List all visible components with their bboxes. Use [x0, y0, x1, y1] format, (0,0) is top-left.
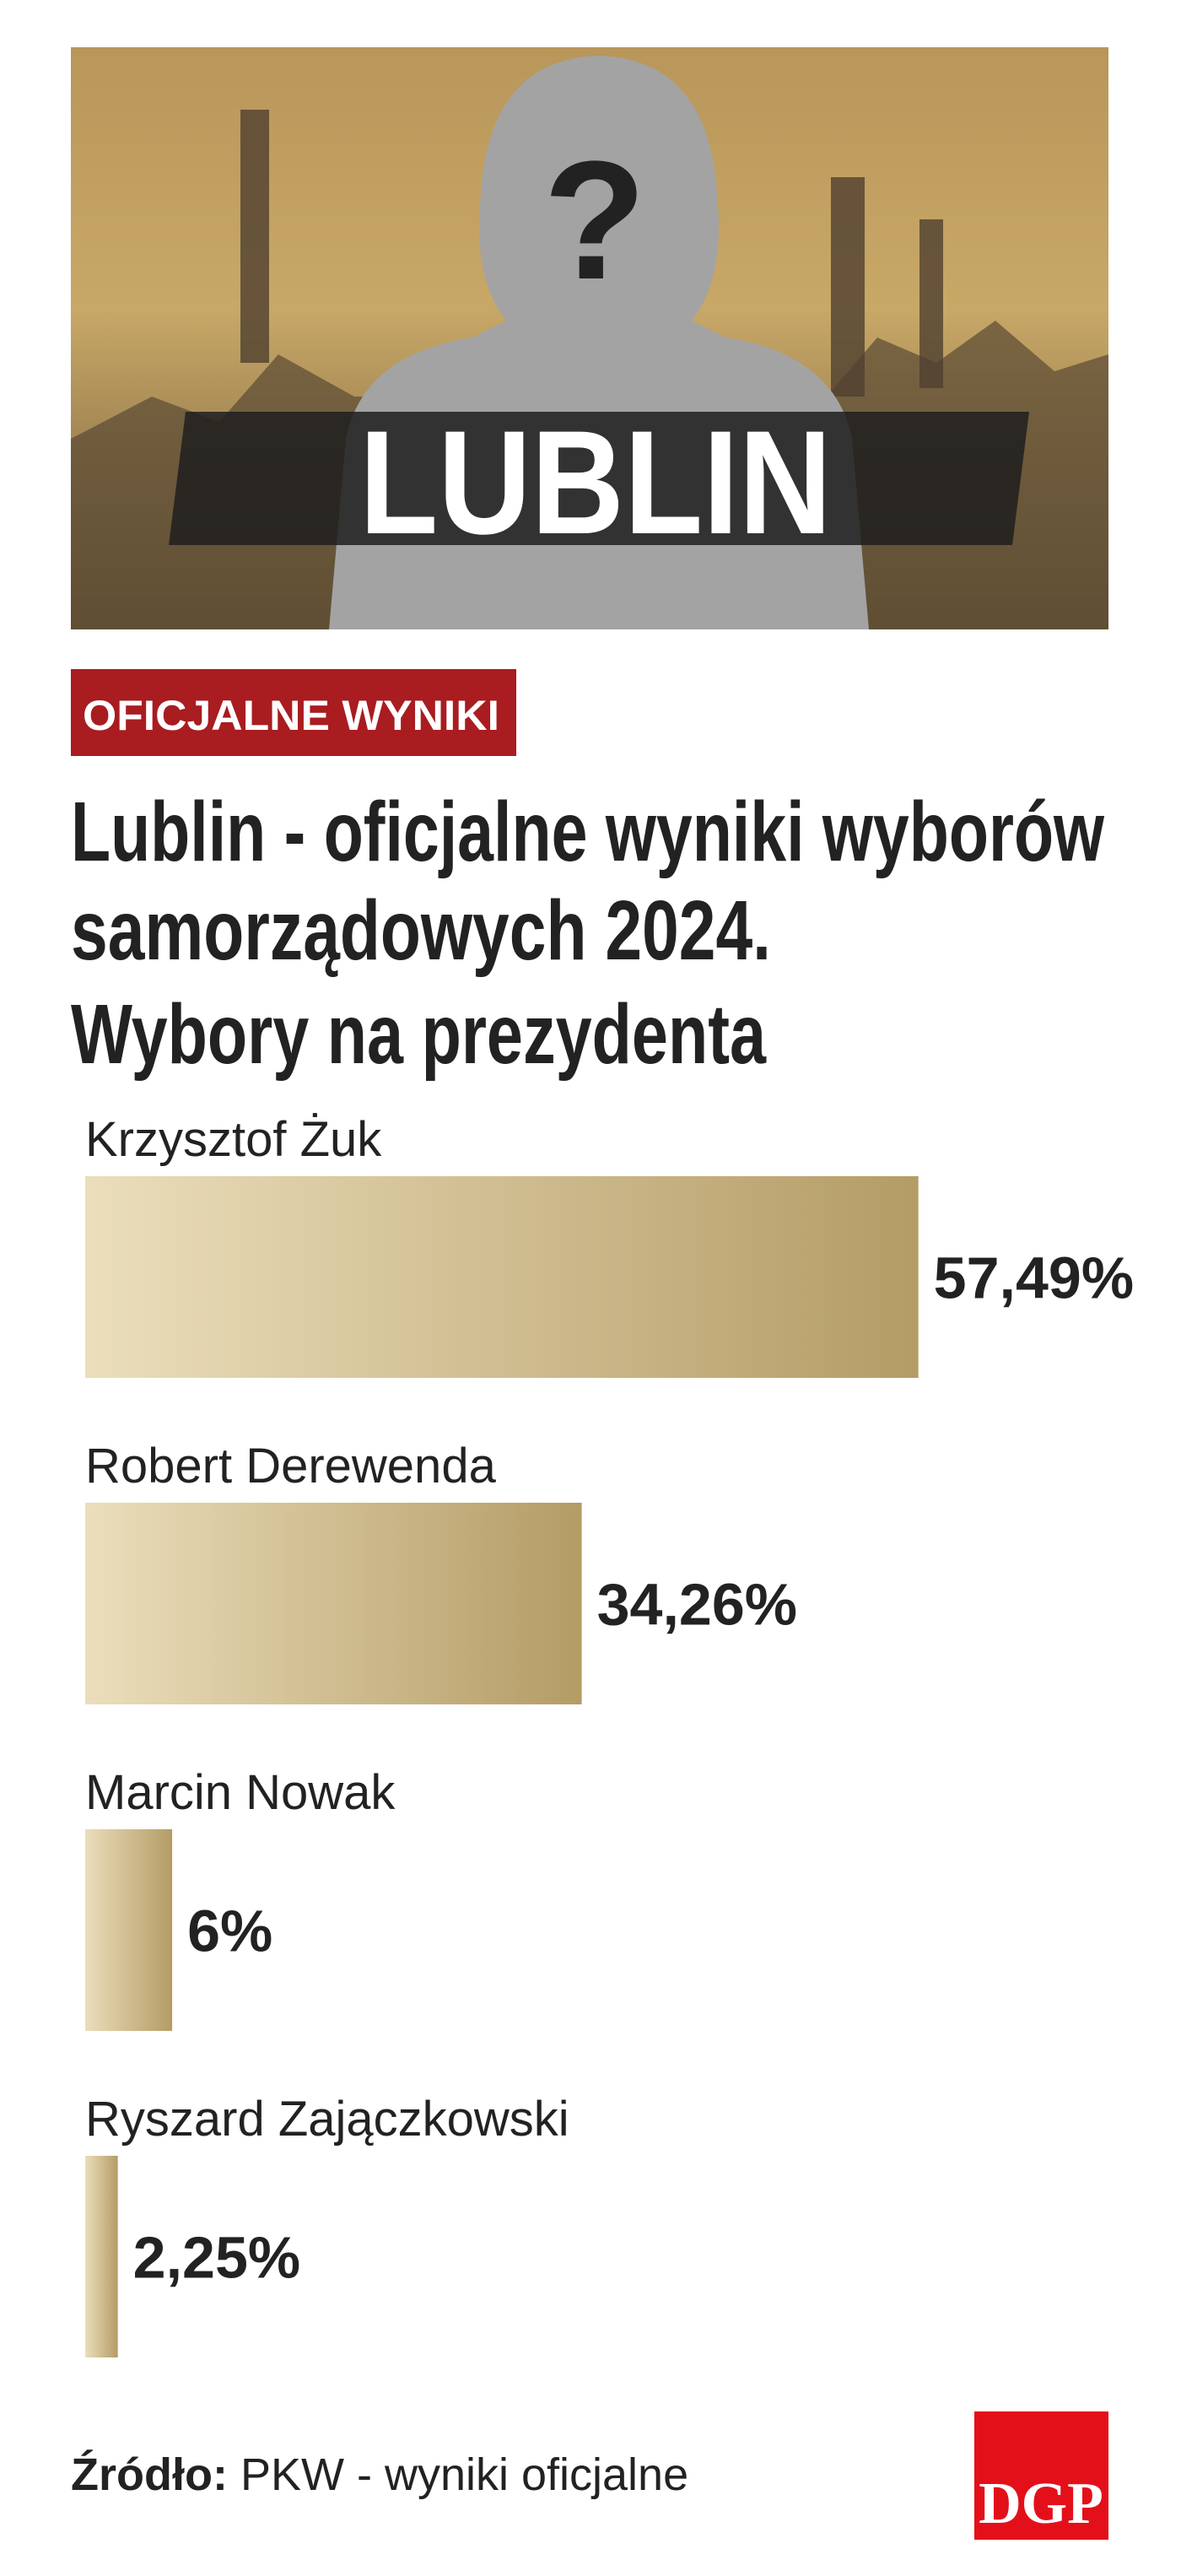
source-label: Źródło:	[71, 2449, 228, 2500]
title-line: Wybory na prezydenta	[71, 987, 767, 1082]
image-symbol: ?	[543, 127, 646, 315]
candidate-name: Ryszard Zajączkowski	[85, 2092, 569, 2147]
value-label: 2,25%	[133, 2225, 300, 2291]
value-label: 57,49%	[934, 1245, 1134, 1311]
title-line: Lublin - oficjalne wyniki wyborów	[71, 785, 1104, 879]
source-text: PKW - wyniki oficjalne	[240, 2449, 688, 2500]
image-label: LUBLIN	[359, 401, 832, 565]
chart: Krzysztof Żuk 57,49% Robert Derewenda 34,26…	[85, 1112, 1134, 2357]
candidate-name: Krzysztof Żuk	[85, 1112, 382, 1167]
bar	[85, 2156, 118, 2357]
candidate-name: Robert Derewenda	[85, 1439, 497, 1493]
badge: OFICJALNE WYNIKI	[83, 692, 499, 739]
value-label: 6%	[187, 1898, 272, 1964]
header-image: ? LUBLIN	[71, 47, 1108, 629]
title-line: samorządowych 2024.	[71, 883, 771, 978]
source: Źródło: PKW - wyniki oficjalne	[71, 2449, 688, 2500]
candidate-name: Marcin Nowak	[85, 1765, 396, 1820]
logo: DGP	[979, 2471, 1103, 2536]
badge-background	[71, 669, 516, 756]
value-label: 34,26%	[597, 1572, 797, 1638]
bar	[85, 1503, 582, 1704]
bar	[85, 1176, 919, 1378]
logo-background	[974, 2411, 1108, 2540]
bar	[85, 1829, 173, 2031]
